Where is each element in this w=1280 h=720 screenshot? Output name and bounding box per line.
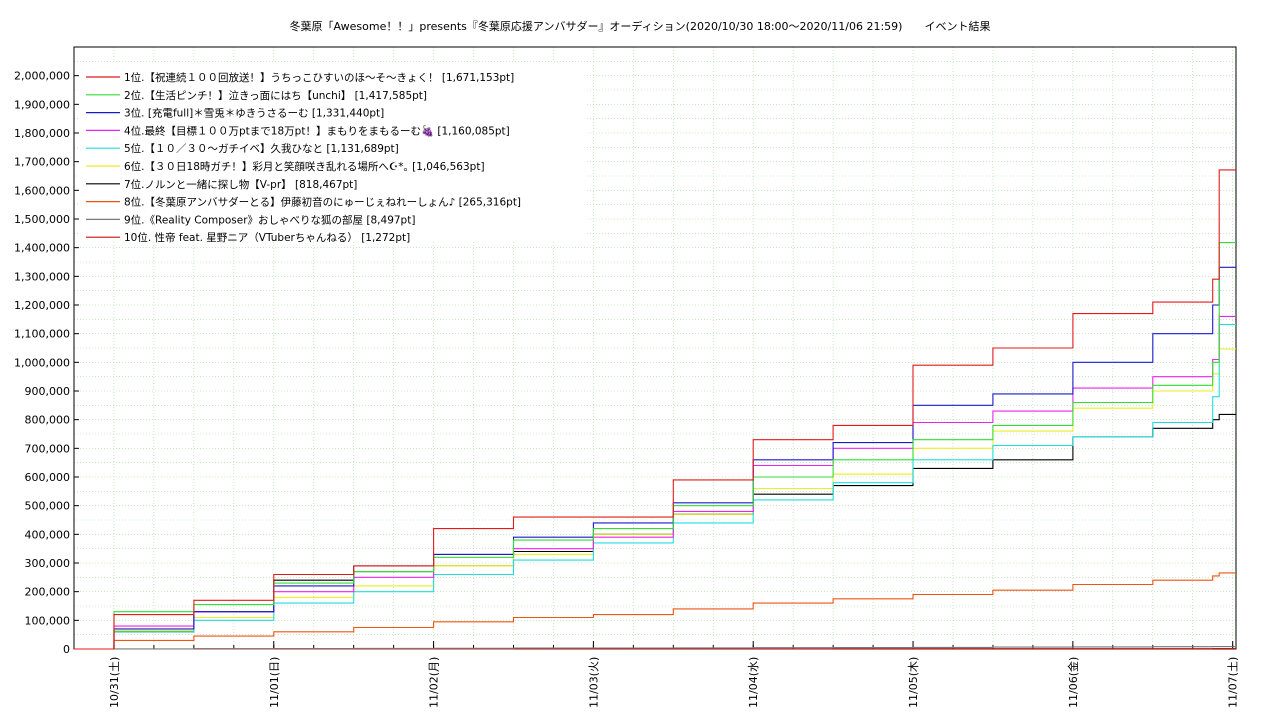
x-tick-label: 11/02(月) — [428, 657, 441, 708]
x-tick-label: 11/04(水) — [747, 657, 760, 708]
legend-entry: 6位.【３０日18時ガチ！】彩月と笑顔咲き乱れる場所へ☪︎*｡ [1,046,5… — [124, 160, 485, 173]
y-tick-label: 200,000 — [25, 586, 71, 599]
y-tick-label: 700,000 — [25, 442, 71, 455]
legend-entry: 10位. 性帝 feat. 星野ニア（VTuberちゃんねる） [1,272pt… — [124, 231, 410, 244]
y-tick-label: 600,000 — [25, 471, 71, 484]
x-tick-label: 11/07(土) — [1227, 657, 1240, 708]
x-tick-label: 11/01(日) — [268, 657, 281, 708]
series-line — [74, 413, 1236, 650]
series-line — [74, 315, 1236, 650]
y-tick-label: 1,600,000 — [14, 184, 70, 197]
x-tick-label: 11/03(火) — [587, 657, 600, 708]
series-line — [74, 646, 1236, 650]
legend-entry: 8位.【冬葉原アンバサダーとる】伊藤初音のにゅーじぇねれーしょん♪ [265,3… — [124, 196, 521, 209]
x-tick-label: 11/05(木) — [907, 657, 920, 708]
y-tick-label: 1,200,000 — [14, 299, 70, 312]
legend-entry: 4位.最終【目標１００万ptまで18万pt！】まもりをまもるーむ🍇 [1,160… — [124, 124, 510, 137]
chart-title: 冬葉原「Awesome！！」presents『冬葉原応援アンバサダー』オーディシ… — [289, 20, 991, 33]
y-tick-label: 0 — [63, 643, 70, 656]
y-tick-label: 900,000 — [25, 385, 71, 398]
y-tick-label: 1,900,000 — [14, 98, 70, 111]
y-tick-label: 100,000 — [25, 614, 71, 627]
legend-entry: 5位.【１０／３０〜ガチイベ】久我ひなと [1,131,689pt] — [124, 142, 399, 155]
legend-entry: 7位.ノルンと一緒に探し物【V-pr】 [818,467pt] — [124, 178, 357, 191]
y-tick-label: 2,000,000 — [14, 70, 70, 83]
series-lines — [74, 169, 1236, 650]
y-tick-label: 1,700,000 — [14, 156, 70, 169]
legend-entry: 3位. [充電full]＊雪兎＊ゆきうさるーむ [1,331,440pt] — [124, 107, 384, 120]
y-tick-label: 1,300,000 — [14, 270, 70, 283]
series-line — [74, 169, 1236, 650]
legend-entry: 1位.【祝連続１００回放送！】うちっこひすいのほ〜そ〜きょく！ [1,671,1… — [124, 71, 514, 84]
legend-box — [80, 62, 585, 240]
series-line — [74, 572, 1236, 650]
y-tick-label: 1,800,000 — [14, 127, 70, 140]
y-tick-label: 1,500,000 — [14, 213, 70, 226]
y-tick-label: 1,000,000 — [14, 356, 70, 369]
x-tick-label: 10/31(土) — [108, 657, 121, 708]
legend: 1位.【祝連続１００回放送！】うちっこひすいのほ〜そ〜きょく！ [1,671,1… — [80, 62, 585, 244]
y-tick-label: 1,100,000 — [14, 328, 70, 341]
y-tick-label: 500,000 — [25, 500, 71, 513]
y-tick-label: 800,000 — [25, 414, 71, 427]
x-tick-label: 11/06(金) — [1066, 657, 1080, 708]
y-axis: 0 100,000 200,000 300,000 400,000 500,000 600,… — [14, 70, 79, 656]
legend-entry: 9位.《Reality Composer》おしゃべりな狐の部屋 [8,497pt… — [124, 213, 415, 226]
y-tick-label: 400,000 — [25, 528, 71, 541]
y-tick-label: 300,000 — [25, 557, 71, 570]
legend-entry: 2位.【生活ピンチ！】泣きっ面にはち【unchi】 [1,417,585pt] — [124, 89, 427, 102]
x-axis: 10/31(土) 11/01(日) 11/02(月) 11/03(火) 11/04(水)… — [108, 641, 1240, 708]
y-tick-label: 1,400,000 — [14, 242, 70, 255]
